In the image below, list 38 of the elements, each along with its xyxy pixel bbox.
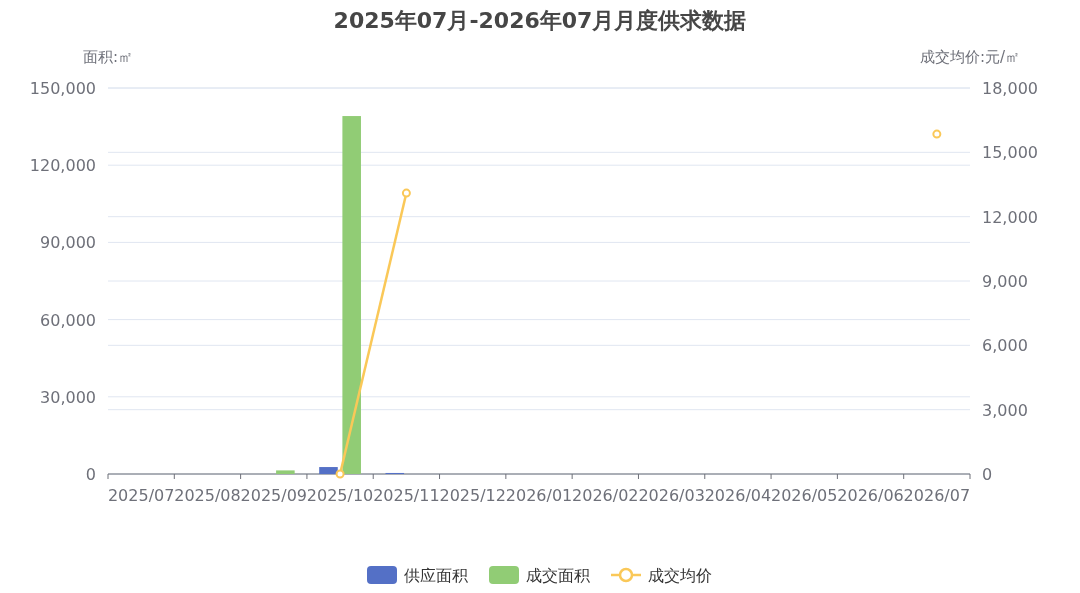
x-tick-label: 2026/01 xyxy=(505,486,573,505)
y2-axis-title: 成交均价:元/㎡ xyxy=(919,48,1021,66)
y2-tick-label: 6,000 xyxy=(982,336,1028,356)
y2-tick-label: 12,000 xyxy=(982,207,1038,227)
x-tick-label: 2025/09 xyxy=(240,486,307,505)
y-tick-label: 30,000 xyxy=(40,387,96,407)
x-tick-label: 2025/12 xyxy=(439,486,506,505)
y2-tick-label: 18,000 xyxy=(982,79,1038,98)
y2-tick-label: 0 xyxy=(982,465,993,484)
y2-tick-label: 9,000 xyxy=(982,272,1028,291)
legend-label: 供应面积 xyxy=(404,566,468,585)
y-tick-label: 90,000 xyxy=(40,233,96,253)
x-tick-label: 2025/10 xyxy=(306,486,374,505)
y-tick-label: 150,000 xyxy=(29,79,96,98)
legend-label: 成交面积 xyxy=(526,566,590,585)
y2-tick-label: 3,000 xyxy=(982,400,1028,420)
x-tick-label: 2025/11 xyxy=(373,486,440,505)
y-axis-title: 面积:㎡ xyxy=(82,48,134,66)
y2-tick-label: 15,000 xyxy=(982,143,1038,163)
legend-label: 成交均价 xyxy=(648,566,712,585)
x-tick-label: 2025/07 xyxy=(107,486,175,505)
point xyxy=(932,129,942,139)
y-tick-label: 120,000 xyxy=(29,156,96,176)
x-tick-label: 2026/06 xyxy=(837,486,904,505)
x-tick-label: 2026/02 xyxy=(572,486,639,505)
bar xyxy=(342,116,361,474)
x-tick-label: 2025/08 xyxy=(174,486,241,505)
bar xyxy=(276,470,295,474)
y-tick-label: 0 xyxy=(85,465,96,484)
point xyxy=(335,469,345,479)
point xyxy=(401,188,411,198)
x-tick-label: 2026/05 xyxy=(771,486,838,505)
x-tick-label: 2026/04 xyxy=(704,486,772,505)
bar xyxy=(319,467,338,474)
y-tick-label: 60,000 xyxy=(40,310,96,330)
x-tick-label: 2026/07 xyxy=(903,486,971,505)
chart-title: 2025年07月-2026年07月月度供求数据 xyxy=(333,8,747,33)
x-tick-label: 2026/03 xyxy=(638,486,705,505)
